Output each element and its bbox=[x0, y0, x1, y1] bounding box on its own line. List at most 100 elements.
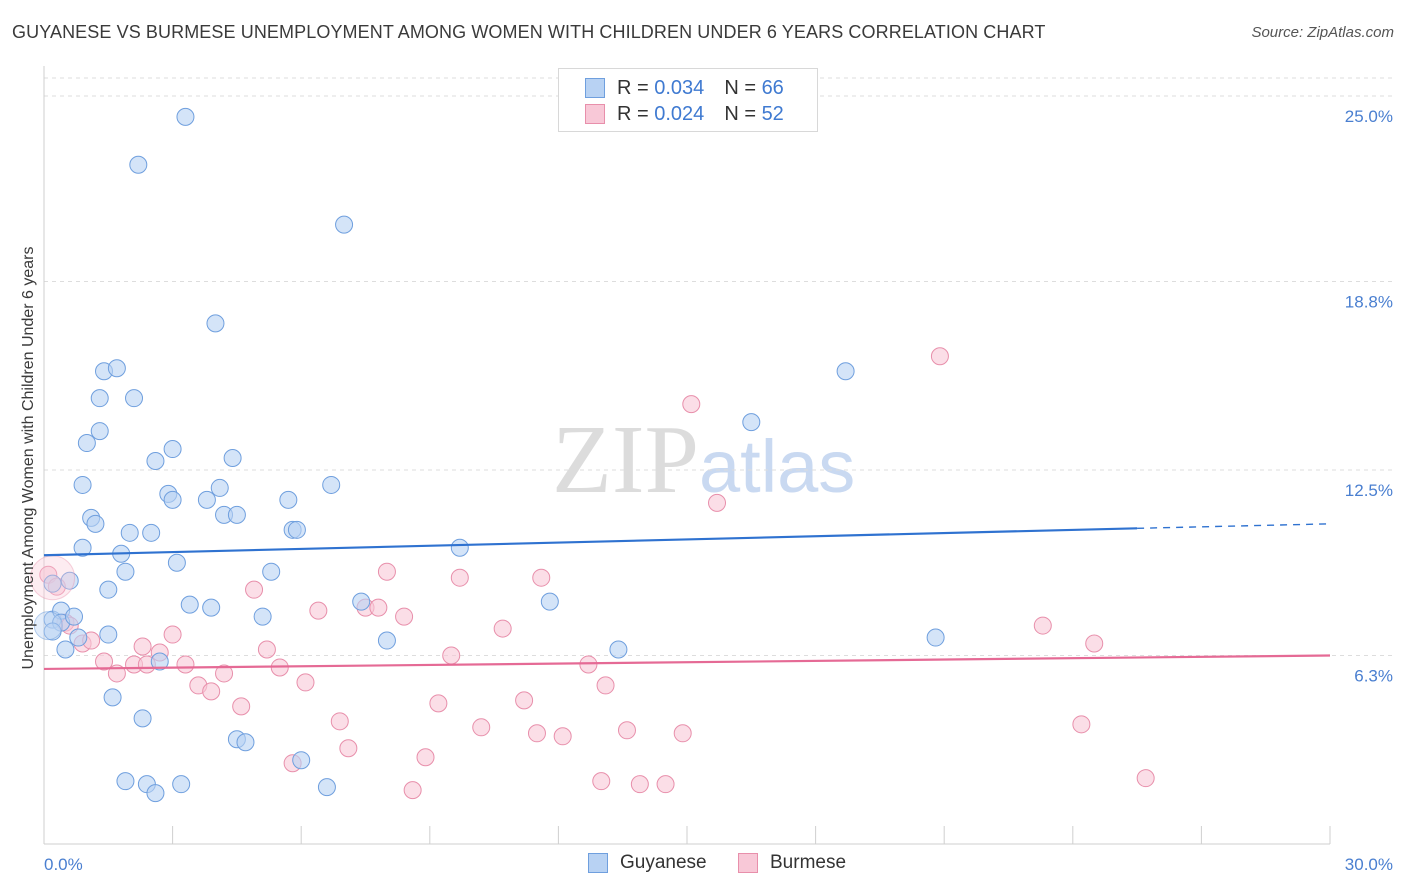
guyanese-point bbox=[116, 772, 135, 791]
guyanese-point bbox=[609, 640, 628, 659]
x-tick-label: 30.0% bbox=[1345, 855, 1393, 874]
burmese-point bbox=[215, 664, 234, 683]
series-legend: Guyanese Burmese bbox=[0, 852, 1406, 878]
burmese-point bbox=[630, 775, 649, 794]
guyanese-point bbox=[163, 440, 182, 459]
guyanese-point bbox=[116, 562, 135, 581]
guyanese-point bbox=[279, 490, 298, 509]
legend-item-guyanese: Guyanese bbox=[588, 852, 707, 874]
legend-r-value: 0.024 bbox=[654, 102, 705, 125]
burmese-point bbox=[309, 601, 328, 620]
guyanese-point bbox=[206, 314, 225, 333]
legend-r-value: 0.034 bbox=[654, 76, 705, 99]
guyanese-point bbox=[540, 592, 559, 611]
burmese-point bbox=[163, 625, 182, 644]
guyanese-point bbox=[335, 215, 354, 234]
guyanese-point bbox=[86, 514, 105, 533]
source-label: Source: ZipAtlas.com bbox=[1251, 24, 1394, 41]
burmese-point bbox=[245, 580, 264, 599]
burmese-point bbox=[592, 772, 611, 791]
burmese-point bbox=[1085, 634, 1104, 653]
legend-r-label: R = bbox=[617, 102, 649, 125]
guyanese-point bbox=[287, 520, 306, 539]
burmese-point bbox=[330, 712, 349, 731]
legend-row-burmese: R = 0.024 N = 52 bbox=[585, 101, 784, 127]
y-axis-label: Unemployment Among Women with Children U… bbox=[20, 246, 37, 670]
guyanese-point bbox=[90, 422, 109, 441]
burmese-legend-swatch bbox=[738, 853, 758, 873]
chart-title: GUYANESE VS BURMESE UNEMPLOYMENT AMONG W… bbox=[12, 22, 1046, 42]
burmese-point bbox=[596, 676, 615, 695]
legend-r-label: R = bbox=[617, 76, 649, 99]
burmese-point bbox=[395, 607, 414, 626]
burmese-point bbox=[450, 568, 469, 587]
guyanese-point bbox=[180, 595, 199, 614]
guyanese-point bbox=[120, 523, 139, 542]
y-tick-label: 6.3% bbox=[1354, 666, 1393, 685]
y-axis-label-wrap: Unemployment Among Women with Children U… bbox=[14, 76, 44, 840]
x-tick-label: 0.0% bbox=[44, 855, 83, 874]
burmese-point bbox=[579, 655, 598, 674]
guyanese-point bbox=[60, 571, 79, 590]
guyanese-point bbox=[836, 362, 855, 381]
guyanese-point bbox=[450, 538, 469, 557]
guyanese-swatch bbox=[585, 78, 605, 98]
guyanese-point bbox=[292, 751, 311, 770]
guyanese-point bbox=[77, 434, 96, 453]
burmese-point bbox=[515, 691, 534, 710]
guyanese-point bbox=[73, 538, 92, 557]
guyanese-point bbox=[133, 709, 152, 728]
burmese-point bbox=[176, 655, 195, 674]
guyanese-point bbox=[210, 478, 229, 497]
burmese-point bbox=[403, 781, 422, 800]
burmese-point bbox=[1072, 715, 1091, 734]
burmese-point bbox=[682, 395, 701, 414]
legend-n-value: 66 bbox=[761, 76, 784, 99]
guyanese-point bbox=[56, 640, 75, 659]
guyanese-point bbox=[90, 389, 109, 408]
legend-label-guyanese: Guyanese bbox=[620, 852, 707, 873]
guyanese-point bbox=[129, 155, 148, 174]
guyanese-point bbox=[926, 628, 945, 647]
guyanese-point bbox=[176, 107, 195, 126]
guyanese-trendline bbox=[43, 527, 1138, 557]
burmese-point bbox=[202, 682, 221, 701]
burmese-point bbox=[656, 775, 675, 794]
guyanese-point bbox=[125, 389, 144, 408]
legend-label-burmese: Burmese bbox=[770, 852, 847, 873]
guyanese-point bbox=[69, 628, 88, 647]
burmese-point bbox=[673, 724, 692, 743]
burmese-point bbox=[708, 493, 727, 512]
burmese-point bbox=[532, 568, 551, 587]
burmese-point bbox=[232, 697, 251, 716]
burmese-point bbox=[553, 727, 572, 746]
guyanese-point bbox=[73, 475, 92, 494]
guyanese-point bbox=[202, 598, 221, 617]
guyanese-point bbox=[146, 784, 165, 803]
guyanese-point bbox=[253, 607, 272, 626]
y-tick-label: 25.0% bbox=[1345, 107, 1393, 126]
burmese-point bbox=[133, 637, 152, 656]
guyanese-point bbox=[43, 574, 62, 593]
guyanese-point bbox=[99, 625, 118, 644]
guyanese-point bbox=[197, 490, 216, 509]
guyanese-point bbox=[103, 688, 122, 707]
burmese-point bbox=[493, 619, 512, 638]
burmese-point bbox=[416, 748, 435, 767]
guyanese-legend-swatch bbox=[588, 853, 608, 873]
y-tick-label: 12.5% bbox=[1345, 481, 1393, 500]
burmese-point bbox=[257, 640, 276, 659]
watermark-atlas: atlas bbox=[699, 425, 856, 508]
guyanese-point bbox=[262, 562, 281, 581]
burmese-trendline bbox=[43, 654, 1331, 671]
guyanese-point bbox=[377, 631, 396, 650]
correlation-legend: R = 0.034 N = 66 R = 0.024 N = 52 bbox=[558, 68, 818, 132]
guyanese-point bbox=[742, 413, 761, 432]
burmese-point bbox=[472, 718, 491, 737]
watermark: ZIPatlas bbox=[552, 402, 855, 516]
guyanese-cluster-point bbox=[33, 611, 63, 641]
burmese-point bbox=[339, 739, 358, 758]
burmese-point bbox=[95, 652, 114, 671]
guyanese-point bbox=[317, 778, 336, 797]
